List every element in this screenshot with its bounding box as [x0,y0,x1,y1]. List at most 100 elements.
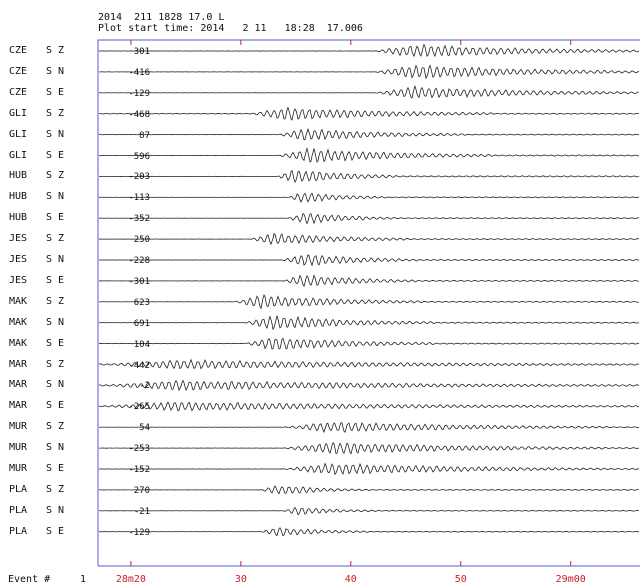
trace-amplitude: -152 [128,465,150,475]
trace-amplitude: -203 [128,172,150,183]
trace-mak-z[interactable] [98,293,640,310]
time-tick-label: 29m00 [555,574,586,585]
component-label: S Z [46,233,65,245]
trace-gli-z[interactable] [98,106,640,121]
trace-amplitude: 623 [133,297,150,308]
component-label: S N [46,379,65,391]
trace-amplitude: 87 [139,130,150,141]
trace-mar-z[interactable] [98,358,640,370]
station-label: HUB [9,191,28,203]
trace-amplitude: -2 [139,381,150,392]
station-label: JES [9,233,28,245]
trace-mak-e[interactable] [98,337,640,350]
component-label: S E [46,337,65,349]
trace-amplitude: -265 [128,402,150,413]
trace-mur-z[interactable] [98,421,640,434]
station-label: CZE [9,86,28,98]
component-label: S E [46,463,65,474]
trace-amplitude: -253 [128,444,150,455]
component-label: S Z [46,170,65,182]
station-label: GLI [9,107,28,119]
component-label: S E [46,212,65,224]
trace-hub-e[interactable] [98,212,640,225]
component-label: S Z [46,421,65,433]
trace-mak-n[interactable] [98,315,640,331]
trace-amplitude: -113 [128,193,150,204]
component-label: S Z [46,107,65,119]
trace-amplitude: -416 [128,67,150,78]
station-label: GLI [9,149,28,161]
plot-frame [97,39,640,567]
component-label: S E [46,525,65,537]
trace-amplitude: -301 [128,276,150,287]
station-label: PLA [9,504,28,516]
trace-amplitude: 596 [133,151,150,162]
trace-jes-n[interactable] [98,254,640,267]
station-label: MUR [9,463,28,474]
station-label: JES [9,274,28,286]
component-label: S E [46,149,65,161]
event-number: 1 [80,574,87,585]
station-label: MAK [9,316,28,328]
trace-amplitude: 270 [133,485,150,496]
trace-cze-e[interactable] [98,84,640,99]
station-label: MAR [9,379,28,391]
event-header-line: 2014 211 1828 17.0 L [98,12,225,23]
trace-amplitude: -129 [128,527,150,538]
component-label: S N [46,191,65,203]
trace-gli-n[interactable] [98,127,640,141]
trace-cze-z[interactable] [99,43,640,58]
station-label: MUR [9,421,28,433]
time-tick-label: 50 [454,574,467,585]
station-label: MAK [9,337,28,349]
component-label: S N [46,442,65,454]
trace-amplitude: -468 [128,109,150,120]
component-label: S N [46,128,65,140]
trace-jes-z[interactable] [99,232,640,246]
component-label: S N [46,254,65,265]
component-label: S N [46,316,65,328]
trace-amplitude: 104 [133,339,150,350]
time-tick-label: 40 [344,574,357,585]
trace-amplitude: -21 [133,506,150,517]
station-label: MAR [9,358,28,370]
trace-amplitude: -228 [128,256,150,266]
station-label: PLA [9,525,28,537]
trace-mur-n[interactable] [98,442,640,455]
trace-amplitude: 54 [139,423,150,434]
trace-amplitude: 301 [133,47,150,57]
trace-amplitude: 250 [133,235,150,246]
trace-mar-n[interactable] [99,379,640,392]
trace-hub-z[interactable] [98,169,640,184]
trace-gli-e[interactable] [98,146,640,163]
trace-pla-e[interactable] [98,527,640,537]
trace-mar-e[interactable] [98,401,640,412]
station-label: MAR [9,400,28,412]
component-label: S Z [46,45,65,56]
component-label: S Z [46,358,65,370]
component-label: S N [46,504,65,516]
trace-amplitude: -352 [128,214,150,225]
component-label: S E [46,400,65,412]
station-label: MAK [9,295,28,307]
trace-hub-n[interactable] [98,192,640,204]
component-label: S E [46,86,65,98]
station-label: HUB [9,212,28,224]
trace-cze-n[interactable] [98,64,640,80]
time-tick-label: 30 [234,574,247,585]
trace-amplitude: -442 [128,360,150,371]
trace-amplitude: -129 [128,88,150,99]
trace-pla-z[interactable] [98,485,640,495]
trace-jes-e[interactable] [98,274,640,288]
station-label: JES [9,254,28,265]
component-label: S E [46,274,65,286]
station-label: GLI [9,128,28,140]
trace-amplitude: 691 [133,318,150,329]
station-label: HUB [9,170,28,182]
trace-pla-n[interactable] [98,506,640,516]
station-label: MUR [9,442,28,454]
trace-mur-e[interactable] [98,462,640,476]
component-label: S Z [46,483,65,495]
station-label: PLA [9,483,28,495]
